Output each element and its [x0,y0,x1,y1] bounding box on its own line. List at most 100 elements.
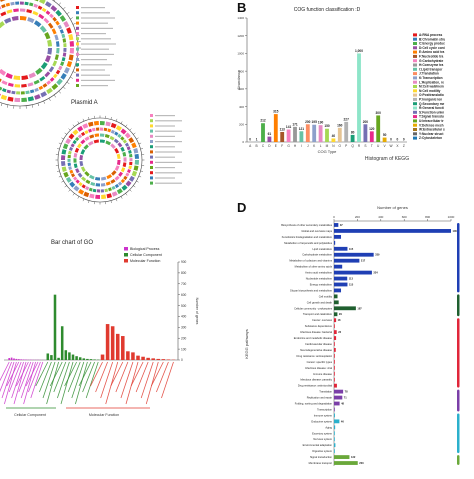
x-tick-label: J [307,144,309,148]
bar [334,318,336,322]
ring-tick [59,143,61,144]
plasmid-ring-2-segment [118,135,120,137]
group-strip [457,294,460,316]
ring-tick [67,12,69,14]
group-strip [457,390,460,412]
ring-tick [83,119,84,121]
legend-swatch [150,145,153,148]
panel-d-letter: D [237,200,246,215]
bar-U [376,115,380,142]
x-category-label-stub [31,362,43,398]
chromosome-ring-2-segment [0,7,1,9]
chromosome-ring-4-segment [46,33,49,39]
x-category-label-stub [50,362,62,386]
chromosome-ring-4 [0,18,50,78]
bar-value-label: 227 [344,117,350,121]
go-bar-chart: Bar chart of GO0100200300400500600700800… [0,230,235,474]
y-category-label: Drug resistance: antimicrobial [298,384,333,388]
panel-a-genome-maps: Plasmid A [0,0,235,230]
plasmid-ring-1-segment [123,186,127,189]
y-category-label: Cell motility [319,294,333,298]
plasmid-ring-1-segment [122,130,126,133]
bar-value-label: 200 [363,120,369,124]
plasmid-ring-2-segment [127,173,128,176]
bar-cellular-component [72,355,75,360]
plasmid-ring-2-segment [77,180,79,182]
ring-tick [141,171,143,172]
ring-tick [61,181,63,182]
plasmid-ring-2-segment [116,185,119,187]
legend-swatch [76,27,79,30]
bar-value-label: 113 [349,277,354,281]
plasmid-ring-1-segment [106,124,111,125]
plasmid-ring-1-segment [130,138,133,142]
bar [334,390,343,394]
legend-swatch [150,135,153,138]
plasmid-ring-2-segment [93,190,96,191]
legend-swatch [150,156,153,159]
plasmid-ring-1-segment [89,124,94,125]
legend-swatch [413,42,417,45]
chromosome-ring-2-segment [43,9,46,11]
ring-tick [73,23,76,24]
chromosome-ring-2-segment [50,15,53,18]
legend-text-line [81,23,108,24]
bar-molecular-function [141,357,145,360]
bar [334,294,338,298]
x-tick-label: G [287,144,290,148]
y-category-label: Cell growth and death [307,300,333,304]
legend-swatch [76,84,79,87]
legend-swatch [76,68,79,71]
ring-tick [57,171,59,172]
y-tick-label: 200 [181,336,187,340]
legend-swatch [150,171,153,174]
plasmid-ring-2 [69,129,131,191]
x-tick-label: X [396,144,399,148]
plasmid-label: Plasmid A [71,100,98,106]
legend-label: Cellular Component [130,253,162,257]
x-category-label-stub [91,362,103,386]
chromosome-ring-4-segment [22,77,28,78]
y-category-label: Amino acid metabolism [305,271,332,275]
bar-cellular-component [83,358,86,360]
bar-value-label: 37 [340,223,343,227]
group-strip [457,413,460,453]
y-category-label: Global and overview maps [301,229,332,233]
chromosome-ring-4-segment [42,63,46,68]
bar [334,306,356,310]
chromosome-ring-4-segment [49,48,50,54]
bar-value-label: 195 [312,120,318,124]
chromosome-ring-1-segment [8,99,13,100]
ring-tick [63,7,65,9]
bar [334,312,337,316]
x-tick-label: M [326,144,329,148]
x-tick-label: D [268,144,271,148]
bar-value-label: 187 [357,306,362,310]
bar-molecular-function [167,359,171,360]
bar-cellular-component [54,295,57,360]
chromosome-ring-4-segment [12,18,18,19]
bar-biological-process [13,358,15,360]
bar-value-label: 80 [351,130,355,134]
chromosome-ring-2-segment [3,90,7,91]
y-tick-label: 0 [181,358,183,362]
plasmid-ring-1-segment [64,167,65,172]
chromosome-legend [76,6,116,87]
legend-text-line [81,75,110,76]
plasmid-ring-4-segment [85,145,88,148]
cog-bar-chart: COG function classification :D0200400600… [237,0,474,200]
chromosome-ring-2-segment [12,92,16,93]
chromosome-ring-4-segment [41,27,45,32]
bar-biological-process [11,358,13,360]
plasmid-ring-3-segment [101,185,105,186]
bar-value-label: 212 [260,119,266,123]
plasmid-ring-4-segment [94,141,99,142]
plasmid-ring-1-segment [90,196,95,197]
bar-molecular-function [126,351,130,360]
ring-tick [121,121,122,123]
ring-tick [49,98,51,101]
plasmid-ring-2-segment [130,150,131,153]
plasmid-ring-1-segment [78,128,82,131]
bar-molecular-function [116,334,120,360]
legend-text-line [155,167,175,168]
